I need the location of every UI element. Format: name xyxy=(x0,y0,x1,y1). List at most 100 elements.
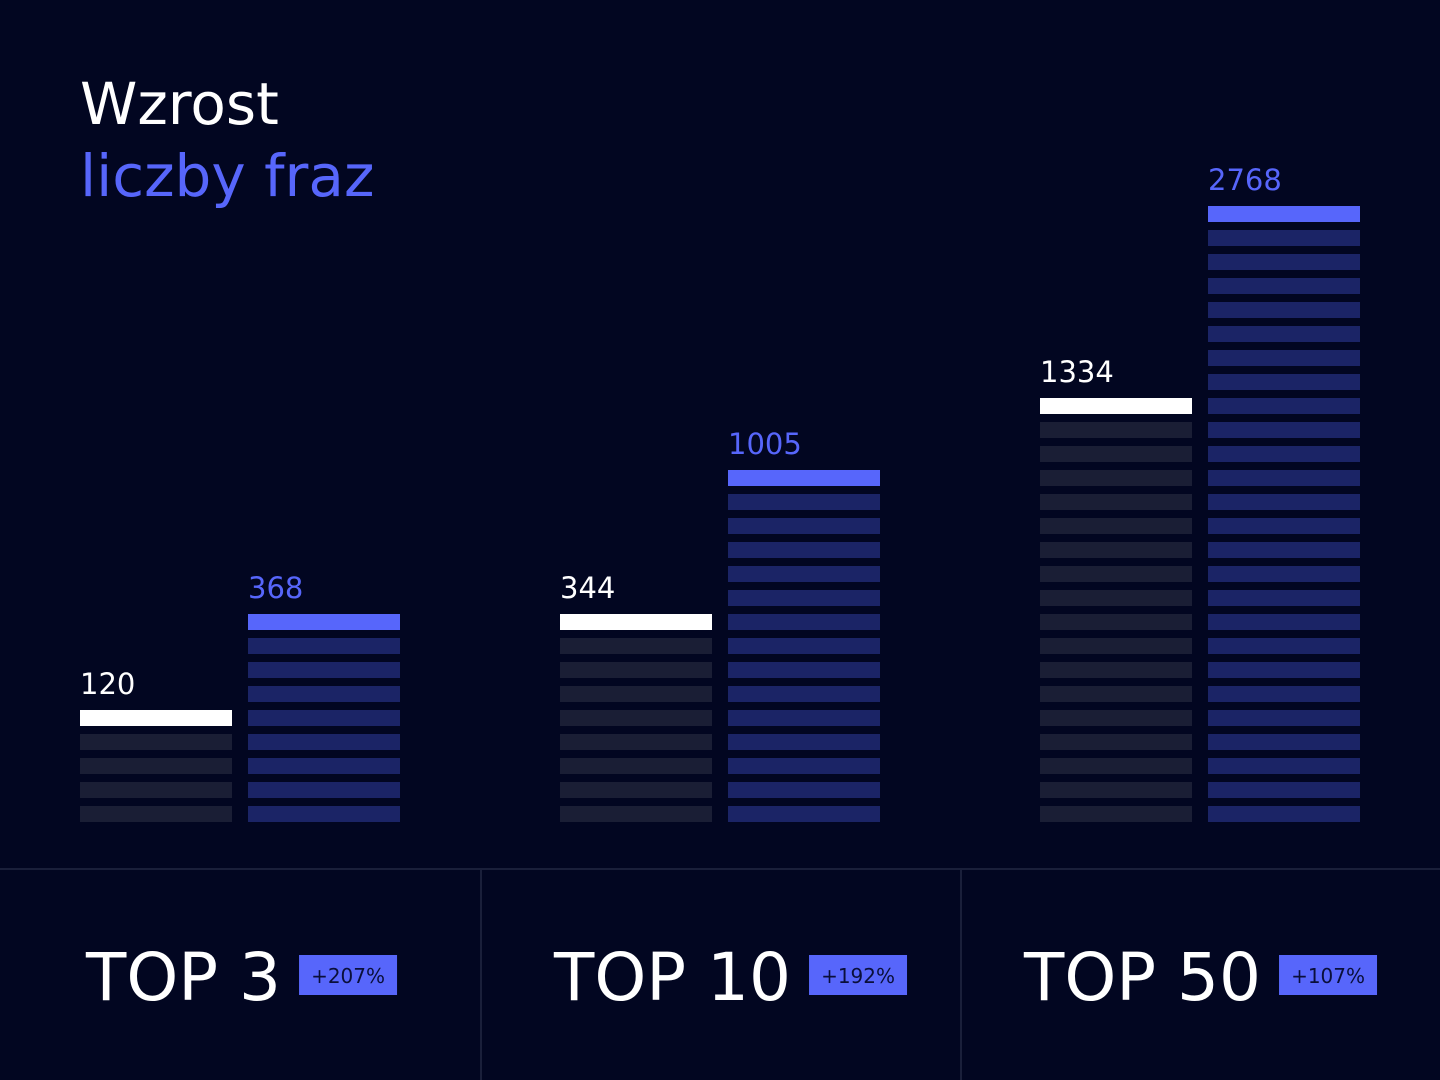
bar-stripe xyxy=(1208,686,1360,702)
bar-stripe xyxy=(1040,494,1192,510)
value-label: 2768 xyxy=(1208,163,1282,197)
bar-stripe xyxy=(248,782,400,798)
bar-stripe xyxy=(1040,806,1192,822)
value-label: 120 xyxy=(80,667,135,701)
bar-stripe xyxy=(1040,422,1192,438)
change-label: +107% xyxy=(1291,964,1365,988)
bar-stripe xyxy=(248,806,400,822)
bar xyxy=(1040,398,1192,822)
bar-stripe xyxy=(1040,518,1192,534)
bar xyxy=(80,710,232,822)
bar-stripe xyxy=(1208,302,1360,318)
category-label: TOP 50 xyxy=(1023,939,1261,1016)
bar-stripe xyxy=(248,758,400,774)
change-label: +207% xyxy=(311,964,385,988)
bar-stripe xyxy=(728,566,880,582)
bar xyxy=(248,614,400,822)
bar-stripe xyxy=(1208,206,1360,222)
change-badge xyxy=(809,955,908,995)
bar-stripe xyxy=(1040,710,1192,726)
bar-area xyxy=(1208,206,1360,822)
bar-stripe xyxy=(728,614,880,630)
bar-stripe xyxy=(80,806,232,822)
bar-stripe xyxy=(1208,734,1360,750)
bar-stripe xyxy=(1208,278,1360,294)
bar-stripe xyxy=(1208,662,1360,678)
bar-stripe xyxy=(1208,230,1360,246)
bar-stripe xyxy=(728,518,880,534)
bar-stripe xyxy=(1040,638,1192,654)
bar-stripe xyxy=(560,806,712,822)
bar-stripe xyxy=(728,734,880,750)
bar-stripe xyxy=(728,542,880,558)
bar-stripe xyxy=(1040,542,1192,558)
bar-stripe xyxy=(1208,638,1360,654)
bar-stripe xyxy=(1208,446,1360,462)
bar-stripe xyxy=(560,662,712,678)
chart-subtitle: liczby fraz xyxy=(80,142,374,210)
bar-stripe xyxy=(1208,374,1360,390)
bar-stripe xyxy=(248,638,400,654)
bar xyxy=(728,470,880,822)
bar-stripe xyxy=(1040,758,1192,774)
bar-stripe xyxy=(248,686,400,702)
category-label: TOP 10 xyxy=(553,939,791,1016)
bar-stripe xyxy=(1208,350,1360,366)
bar-stripe xyxy=(80,734,232,750)
change-label: +192% xyxy=(821,964,895,988)
bar-stripe xyxy=(728,662,880,678)
value-label: 1334 xyxy=(1040,355,1114,389)
bar-stripe xyxy=(1208,326,1360,342)
bar-stripe xyxy=(1208,494,1360,510)
category-label: TOP 3 xyxy=(85,939,281,1016)
bar-stripe xyxy=(1208,518,1360,534)
bar-stripe xyxy=(1040,398,1192,414)
bar-stripe xyxy=(1040,446,1192,462)
bar-stripe xyxy=(1208,710,1360,726)
bar-stripe xyxy=(1040,662,1192,678)
value-label: 1005 xyxy=(728,427,802,461)
bar-stripe xyxy=(1208,398,1360,414)
bar-stripe xyxy=(728,758,880,774)
bar-stripe xyxy=(728,470,880,486)
bar-stripe xyxy=(1208,422,1360,438)
bar-stripe xyxy=(728,782,880,798)
bar-stripe xyxy=(1040,566,1192,582)
bar-stripe xyxy=(560,734,712,750)
bar-stripe xyxy=(728,590,880,606)
bar-stripe xyxy=(1040,590,1192,606)
bar-stripe xyxy=(1040,782,1192,798)
bar-stripe xyxy=(1040,470,1192,486)
value-label: 368 xyxy=(248,571,303,605)
bar-stripe xyxy=(1040,614,1192,630)
bar-stripe xyxy=(1208,590,1360,606)
bar-stripe xyxy=(80,710,232,726)
change-badge xyxy=(1279,955,1378,995)
bar-stripe xyxy=(728,494,880,510)
bar-stripe xyxy=(1208,782,1360,798)
bar-stripe xyxy=(1208,470,1360,486)
bar-stripe xyxy=(728,806,880,822)
chart-title: Wzrost xyxy=(80,70,279,138)
bar-stripe xyxy=(728,638,880,654)
bar-stripe xyxy=(560,686,712,702)
bar-stripe xyxy=(248,662,400,678)
bar-stripe xyxy=(1040,734,1192,750)
bar-stripe xyxy=(248,614,400,630)
bar-stripe xyxy=(728,710,880,726)
bar-stripe xyxy=(1208,758,1360,774)
bar-stripe xyxy=(1208,542,1360,558)
bar-stripe xyxy=(560,710,712,726)
bar-stripe xyxy=(1208,614,1360,630)
bar-stripe xyxy=(1208,566,1360,582)
bar-stripe xyxy=(560,638,712,654)
bar-stripe xyxy=(1208,254,1360,270)
bar-stripe xyxy=(248,734,400,750)
bar-stripe xyxy=(80,758,232,774)
bar-stripe xyxy=(80,782,232,798)
change-badge xyxy=(299,955,398,995)
value-label: 344 xyxy=(560,571,615,605)
